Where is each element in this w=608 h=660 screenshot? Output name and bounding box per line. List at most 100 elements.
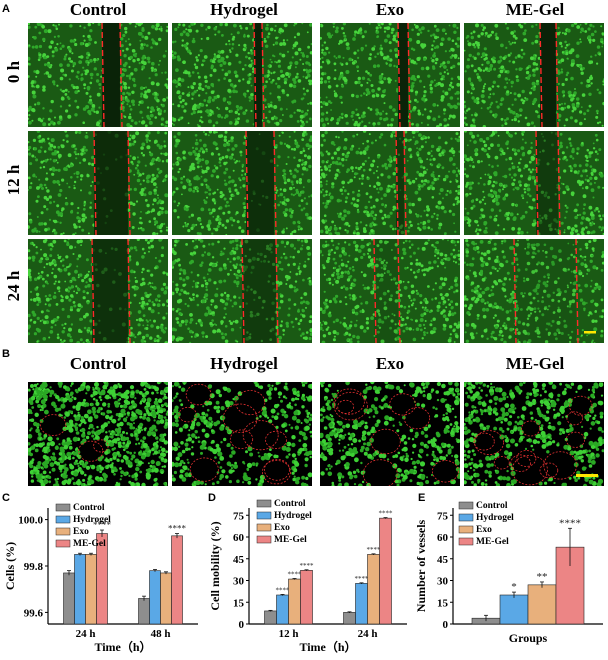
y-tick-label: 0	[239, 619, 245, 631]
x-axis-label: Groups	[509, 631, 548, 645]
bar-exo-0	[85, 554, 97, 625]
micrograph-12h-control	[28, 131, 168, 235]
x-tick-label: 24 h	[76, 628, 96, 640]
x-tick-label: 12 h	[279, 628, 299, 640]
legend-swatch-exo	[55, 527, 71, 536]
bar-exo-1	[160, 572, 172, 625]
micrograph-0h-hydrogel	[172, 23, 312, 127]
y-tick-label: 30	[233, 576, 245, 588]
bar-control-0	[264, 610, 277, 625]
tube-micrograph-megel	[464, 382, 604, 486]
legend-label-megel: ME-Gel	[73, 539, 106, 549]
tube-micrograph-control	[28, 382, 168, 486]
legend-label-control: Control	[73, 503, 105, 513]
bar-control-1	[138, 598, 150, 625]
bar-megel-1	[379, 517, 392, 625]
significance-label: ****	[367, 546, 382, 554]
micrograph-12h-megel	[464, 131, 604, 235]
y-tick-label: 100.0	[18, 515, 43, 527]
y-axis-label: Number of vessels	[414, 519, 428, 612]
panel-label-c: C	[2, 492, 10, 504]
micrograph-0h-control	[28, 23, 168, 127]
col-head-hydrogel-b: Hydrogel	[210, 354, 278, 373]
micrograph-24h-exo	[320, 239, 460, 343]
micrograph-12h-exo	[320, 131, 460, 235]
bar-control-1	[343, 612, 356, 625]
significance-label: ****	[168, 524, 187, 534]
row-head-0h: 0 h	[4, 60, 23, 84]
y-tick-label: 15	[233, 597, 245, 609]
y-tick-label: 99.8	[24, 561, 44, 573]
y-axis-label: Cells (%)	[3, 542, 17, 590]
legend-label-exo: Exo	[476, 525, 492, 535]
micrograph-0h-exo	[320, 23, 460, 127]
y-tick-label: 0	[443, 619, 449, 631]
y-tick-label: 15	[437, 597, 449, 609]
y-tick-label: 75	[437, 510, 449, 522]
col-head-control-a: Control	[69, 0, 127, 19]
col-head-megel-b: ME-Gel	[505, 354, 565, 373]
significance-label: ****	[355, 575, 370, 583]
tube-micrograph-hydrogel	[172, 382, 312, 486]
bar-exo-0	[527, 584, 557, 625]
bar-control-0	[63, 572, 75, 625]
micrograph-24h-megel	[464, 239, 604, 343]
significance-label: ****	[288, 570, 303, 578]
col-head-hydrogel-a: Hydrogel	[210, 0, 278, 19]
legend-label-hydrogel: Hydrogel	[476, 513, 514, 523]
x-axis-label: Time（h）	[94, 639, 151, 654]
x-tick-label: 24 h	[358, 628, 378, 640]
legend-label-megel: ME-Gel	[274, 535, 307, 545]
tube-micrograph-exo	[320, 382, 460, 486]
y-tick-label: 60	[233, 532, 245, 544]
bar-hydrogel-0	[499, 594, 529, 625]
y-tick-label: 30	[437, 576, 449, 588]
legend-swatch-control	[256, 499, 272, 508]
significance-label: ****	[93, 520, 112, 530]
bar-megel-1	[171, 535, 183, 625]
significance-label: ****	[559, 517, 581, 529]
y-tick-label: 75	[233, 510, 245, 522]
bar-hydrogel-0	[74, 554, 86, 625]
y-tick-label: 45	[437, 554, 449, 566]
legend-swatch-exo	[256, 523, 272, 532]
y-tick-label: 60	[437, 532, 449, 544]
panel-label-a: A	[2, 3, 10, 15]
col-head-megel-a: ME-Gel	[505, 0, 565, 19]
bar-hydrogel-1	[149, 570, 161, 625]
legend-swatch-hydrogel	[256, 511, 272, 520]
panel-label-b: B	[2, 348, 10, 360]
legend-label-control: Control	[274, 499, 306, 509]
significance-label: *	[511, 581, 517, 593]
legend-label-hydrogel: Hydrogel	[274, 511, 312, 521]
legend-swatch-exo	[458, 525, 474, 534]
micrograph-0h-megel	[464, 23, 604, 127]
legend-swatch-hydrogel	[55, 515, 71, 524]
legend-swatch-hydrogel	[458, 513, 474, 522]
legend-label-hydrogel: Hydrogel	[73, 515, 111, 525]
col-head-exo-a: Exo	[375, 0, 405, 19]
x-tick-label: 48 h	[151, 628, 171, 640]
col-head-control-b: Control	[69, 354, 127, 373]
bar-exo-1	[367, 554, 380, 625]
legend-swatch-megel	[458, 537, 474, 546]
micrograph-24h-control	[28, 239, 168, 343]
legend-swatch-megel	[256, 535, 272, 544]
legend-label-control: Control	[476, 501, 508, 511]
bar-hydrogel-0	[276, 594, 289, 625]
significance-label: ****	[300, 562, 315, 570]
bar-hydrogel-1	[355, 583, 368, 625]
row-head-24h: 24 h	[4, 270, 23, 302]
legend-label-megel: ME-Gel	[476, 537, 509, 547]
legend-swatch-control	[55, 503, 71, 512]
bar-megel-0	[300, 570, 313, 625]
panel-label-e: E	[418, 492, 426, 504]
col-head-exo-b: Exo	[375, 354, 405, 373]
y-tick-label: 99.6	[24, 607, 44, 619]
legend-swatch-control	[458, 501, 474, 510]
significance-label: ****	[276, 586, 291, 594]
row-head-12h: 12 h	[4, 164, 23, 196]
legend-swatch-megel	[55, 539, 71, 548]
y-tick-label: 45	[233, 554, 245, 566]
